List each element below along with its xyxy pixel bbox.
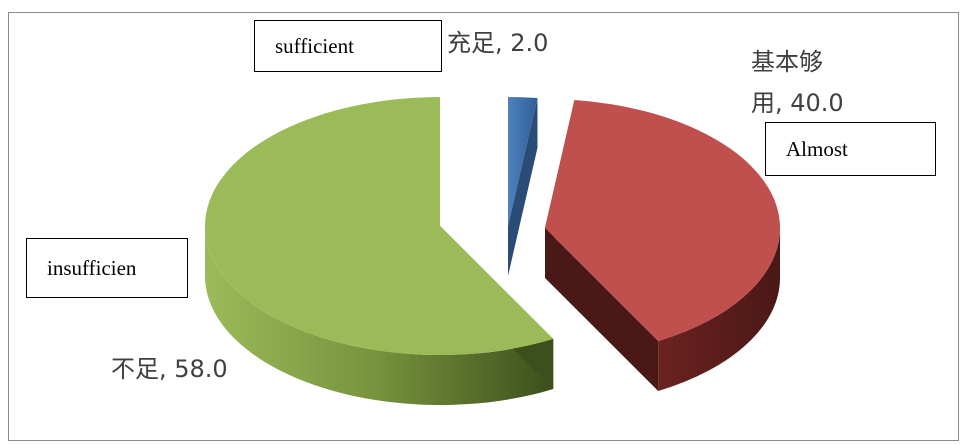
pie-labels: 充足, 2.0 基本够 用, 40.0 不足, 58.0	[111, 29, 844, 383]
pie-slices	[204, 97, 780, 405]
chart-frame	[8, 12, 959, 441]
slice-face-0-1	[508, 98, 538, 276]
annotation-insufficient: insufficien	[26, 238, 188, 298]
slice-label-almost-line2: 用, 40.0	[751, 89, 844, 117]
annotation-sufficient: sufficient	[254, 20, 442, 72]
slice-label-insufficient: 不足, 58.0	[111, 355, 228, 383]
pie-slice-almost	[545, 100, 780, 342]
slice-label-sufficient: 充足, 2.0	[447, 29, 548, 57]
pie-slice-insufficient	[204, 97, 554, 356]
slice-side-1	[658, 228, 780, 392]
slice-side-2	[205, 226, 554, 405]
slice-face-1-1	[545, 228, 659, 392]
annotation-almost: Almost	[765, 122, 936, 176]
slice-label-almost-line1: 基本够	[751, 48, 823, 76]
pie-slice-sufficient	[508, 97, 538, 226]
